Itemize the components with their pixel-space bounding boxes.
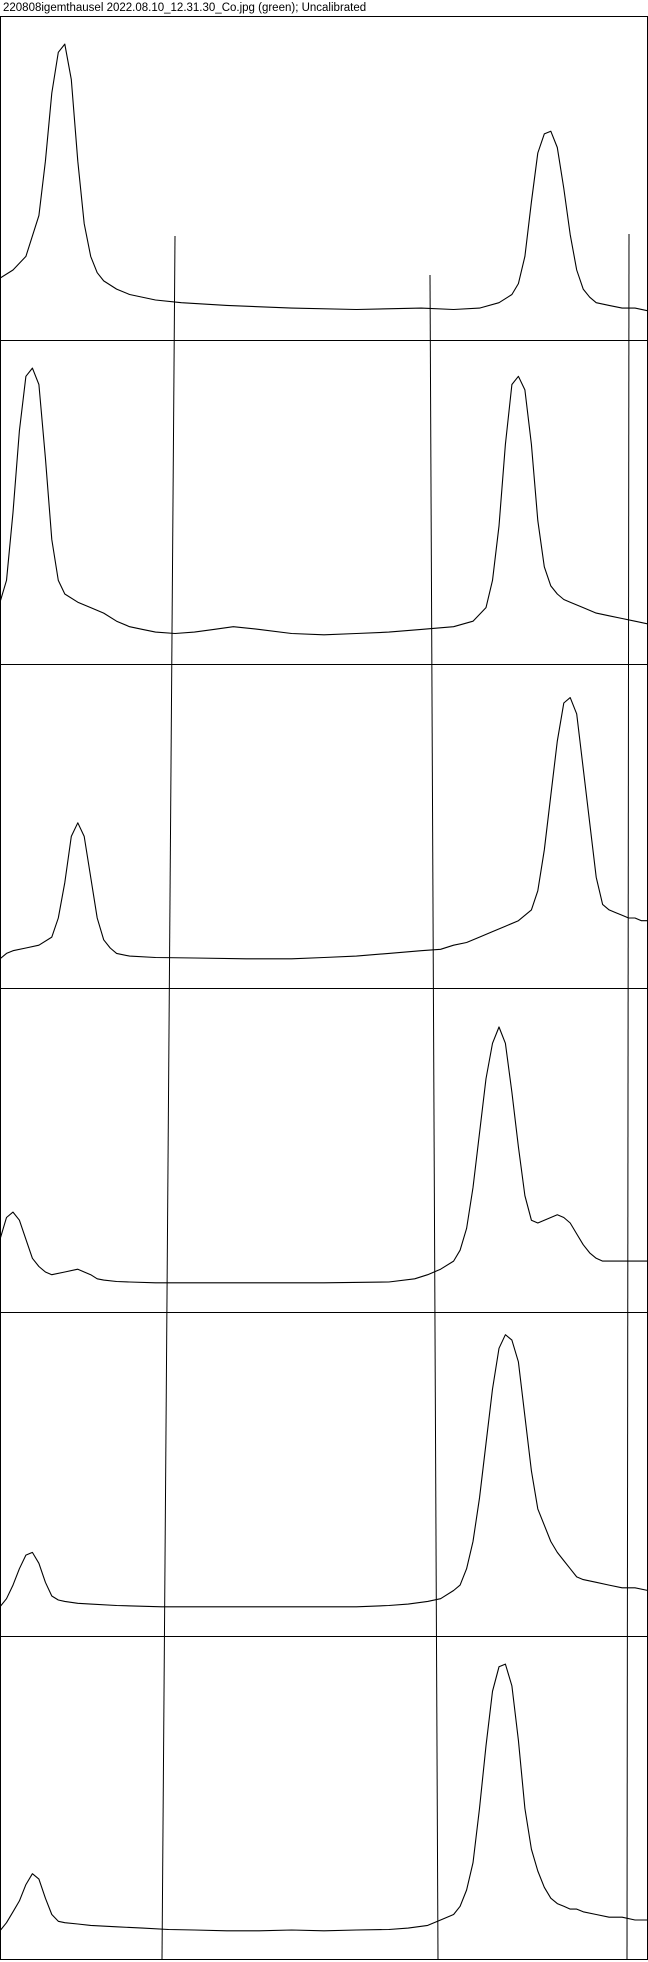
- profile-line-4: [0, 1026, 648, 1284]
- reference-line: [626, 233, 630, 1961]
- window-title: 220808igemthausel 2022.08.10_12.31.30_Co…: [3, 2, 367, 14]
- reference-line: [429, 274, 439, 1961]
- profile-line-3: [0, 697, 648, 960]
- profile-line-6: [0, 1663, 648, 1932]
- profile-line-2: [0, 367, 648, 636]
- profile-line-5: [0, 1334, 648, 1608]
- profile-line-1: [0, 43, 648, 312]
- reference-line: [161, 235, 176, 1961]
